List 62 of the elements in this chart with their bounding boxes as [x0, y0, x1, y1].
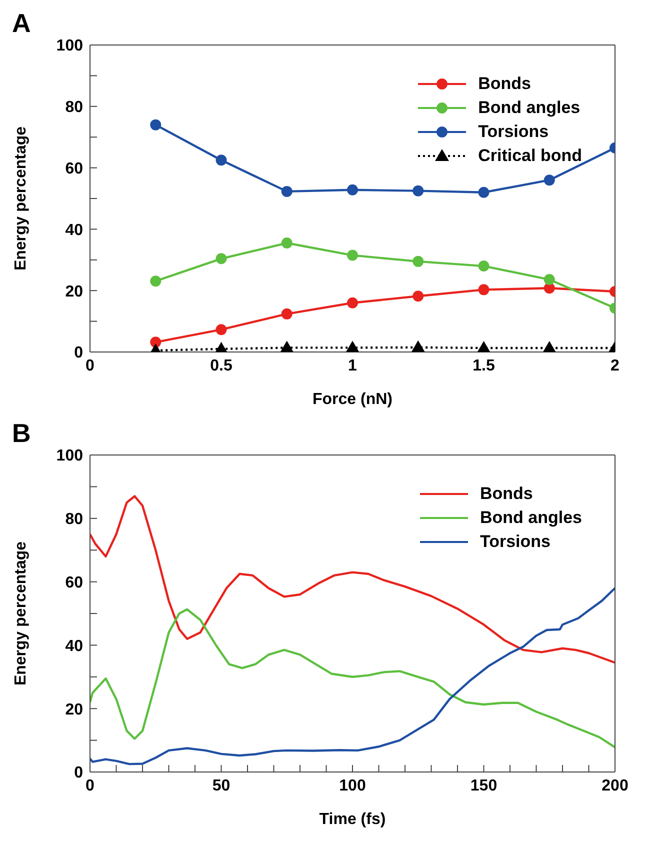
x-tick-label: 150 — [470, 777, 498, 794]
x-tick-label: 0 — [86, 357, 95, 374]
point — [216, 324, 227, 336]
y-tick-label: 100 — [56, 38, 84, 55]
y-tick-label: 20 — [65, 283, 84, 300]
point — [150, 276, 162, 287]
y-tick-label: 80 — [65, 511, 84, 528]
y-tick-label: 100 — [56, 448, 84, 465]
point — [347, 184, 358, 196]
y-tick-label: 40 — [65, 222, 84, 239]
line-series — [90, 608, 615, 748]
x-tick-label: 200 — [602, 777, 628, 794]
point — [542, 341, 556, 352]
point — [281, 186, 292, 197]
point — [216, 154, 227, 166]
point — [476, 341, 491, 352]
y-tick-label: 40 — [65, 638, 84, 655]
y-tick-label: 0 — [74, 764, 84, 782]
x-tick-label: 100 — [339, 777, 366, 794]
point — [216, 253, 227, 264]
point — [478, 284, 490, 296]
point — [478, 186, 490, 198]
legend-label: Bond angles — [480, 507, 582, 529]
point — [281, 238, 292, 249]
point — [544, 174, 555, 186]
point — [347, 250, 358, 261]
y-tick-label: 80 — [65, 99, 84, 116]
point — [280, 340, 294, 352]
point — [478, 260, 490, 272]
point — [412, 185, 424, 196]
y-tick-label: 20 — [65, 701, 84, 718]
point — [346, 340, 360, 352]
legend-label: Torsions — [480, 531, 551, 553]
y-tick-label: 60 — [65, 160, 84, 178]
x-tick-label: 1 — [348, 357, 358, 374]
x-tick-label: 0.5 — [210, 357, 232, 374]
y-tick-label: 60 — [65, 574, 84, 592]
y-tick-label: 0 — [74, 344, 84, 362]
point — [150, 119, 162, 130]
chart-title: A — [12, 8, 31, 39]
x-axis-title: Force (nN) — [312, 391, 392, 408]
x-tick-label: 50 — [212, 777, 230, 794]
y-axis-title: Energy percentage — [12, 541, 30, 686]
legend-label: Bond angles — [478, 97, 580, 119]
x-tick-label: 2 — [610, 357, 620, 374]
legend-label: Bonds — [478, 73, 531, 95]
chart-title: B — [12, 418, 31, 449]
point — [411, 340, 426, 352]
point — [347, 297, 358, 308]
x-tick-label: 0 — [86, 777, 95, 794]
line-series — [90, 587, 615, 766]
x-axis-title: Time (fs) — [319, 811, 386, 828]
point — [544, 274, 555, 286]
legend-label: Bonds — [480, 483, 533, 505]
legend-label: Critical bond — [478, 145, 582, 167]
point — [281, 308, 292, 320]
x-tick-label: 1.5 — [472, 357, 495, 374]
legend-label: Torsions — [478, 121, 549, 143]
point — [412, 290, 424, 302]
point — [150, 336, 162, 348]
y-axis-title: Energy percentage — [12, 126, 30, 271]
point — [412, 256, 424, 267]
